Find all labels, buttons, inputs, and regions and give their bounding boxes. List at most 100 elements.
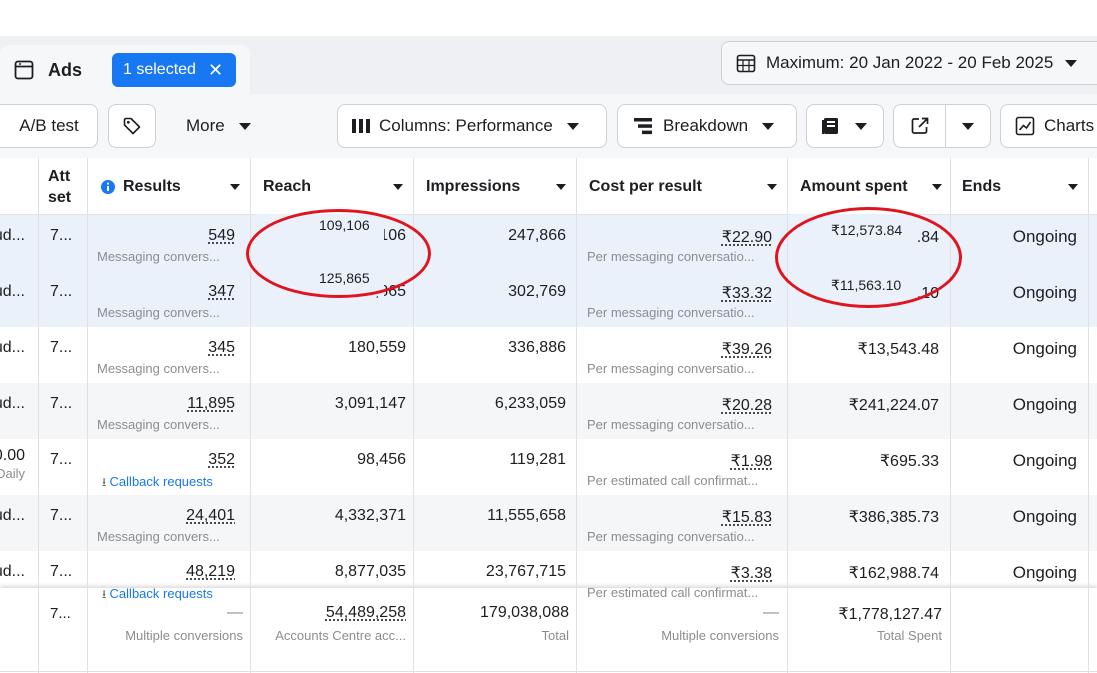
- impressions-value: 336,886: [508, 339, 566, 357]
- results-value[interactable]: 345: [208, 339, 235, 357]
- totals-att: 7...: [50, 605, 71, 622]
- chevron-down-icon: [855, 123, 867, 130]
- row-name-cell[interactable]: ud...: [0, 339, 25, 357]
- charts-label: Charts: [1044, 116, 1094, 136]
- results-sub-label: Messaging convers...: [97, 249, 220, 264]
- row-attribution-cell: 7...: [50, 283, 72, 301]
- reports-icon: [821, 116, 841, 136]
- results-sub-callback[interactable]: ⭳ Callback requests: [102, 473, 213, 494]
- ab-test-label: A/B test: [19, 116, 79, 136]
- row-name-cell[interactable]: ud...: [0, 563, 25, 581]
- reach-highlight-circle: [246, 209, 431, 298]
- results-sub-callback[interactable]: ⭳ Callback requests: [102, 585, 213, 606]
- export-main[interactable]: [894, 105, 946, 147]
- amount-spent-value: ₹13,543.48: [858, 339, 939, 359]
- export-button[interactable]: [893, 104, 991, 148]
- column-header-reach[interactable]: Reach: [251, 158, 413, 215]
- row-attribution-cell: 7...: [50, 339, 72, 357]
- cost-per-result-sub: Per estimated call confirmat...: [587, 473, 758, 488]
- chevron-down-icon: [393, 184, 403, 190]
- divider: [0, 671, 1097, 672]
- columns-button[interactable]: Columns: Performance: [337, 104, 607, 148]
- divider: [1088, 158, 1089, 673]
- cost-per-result-value[interactable]: ₹33.32: [722, 283, 772, 303]
- totals-reach[interactable]: 54,489,258: [326, 604, 406, 622]
- row-attribution-cell: 7...: [50, 563, 72, 581]
- impressions-value: 23,767,715: [486, 563, 566, 581]
- results-sub-label: Messaging convers...: [97, 305, 220, 320]
- column-header-impressions[interactable]: Impressions: [414, 158, 576, 215]
- charts-button[interactable]: Charts: [1000, 104, 1097, 148]
- ends-value: Ongoing: [1013, 507, 1077, 527]
- results-sub-label: Messaging convers...: [97, 361, 220, 376]
- more-button[interactable]: More: [170, 104, 266, 148]
- ends-value: Ongoing: [1013, 395, 1077, 415]
- results-value[interactable]: 11,895: [187, 395, 235, 413]
- cost-per-result-sub: Per messaging conversatio...: [587, 249, 755, 264]
- reach-value: 3,091,147: [335, 395, 406, 413]
- results-value[interactable]: 347: [208, 283, 235, 301]
- more-label: More: [186, 116, 225, 136]
- impressions-value: 6,233,059: [495, 395, 566, 413]
- totals-reach-sub: Accounts Centre acc...: [275, 628, 406, 643]
- tag-button[interactable]: [108, 104, 156, 148]
- totals-impressions-sub: Total: [542, 628, 569, 643]
- chevron-down-icon: [962, 123, 974, 130]
- results-value[interactable]: 352: [208, 451, 235, 469]
- row-name-cell[interactable]: ud...: [0, 395, 25, 413]
- results-sub-label: Messaging convers...: [97, 417, 220, 432]
- results-value[interactable]: 24,401: [186, 507, 235, 525]
- divider: [87, 158, 88, 673]
- column-header-cost[interactable]: Cost per result: [577, 158, 787, 215]
- chevron-down-icon: [239, 123, 251, 130]
- totals-results: —: [227, 604, 243, 622]
- ends-value: Ongoing: [1013, 227, 1077, 247]
- close-icon[interactable]: ✕: [208, 61, 223, 79]
- impressions-value: 119,281: [509, 451, 566, 469]
- reach-value: 98,456: [357, 451, 406, 469]
- breakdown-button[interactable]: Breakdown: [617, 104, 797, 148]
- amount-spent-value: ₹241,224.07: [849, 395, 939, 415]
- cost-per-result-value[interactable]: ₹22.90: [722, 227, 772, 247]
- export-dropdown[interactable]: [946, 123, 990, 130]
- date-range-picker[interactable]: Maximum: 20 Jan 2022 - 20 Feb 2025: [721, 41, 1097, 85]
- row-name-cell[interactable]: ud...: [0, 283, 25, 301]
- chevron-down-icon: [1068, 184, 1078, 190]
- column-reach-label: Reach: [263, 178, 311, 196]
- selection-count-label: 1 selected: [123, 61, 196, 79]
- cost-per-result-sub: Per messaging conversatio...: [587, 417, 755, 432]
- cost-per-result-value[interactable]: ₹20.28: [722, 395, 772, 415]
- column-header-att[interactable]: Att set: [48, 158, 86, 215]
- tab-ads-label[interactable]: Ads: [48, 60, 82, 81]
- breakdown-label: Breakdown: [663, 116, 748, 136]
- tag-icon: [122, 116, 142, 136]
- row-name-cell[interactable]: ud...: [0, 227, 25, 245]
- results-value[interactable]: 549: [208, 227, 235, 245]
- cost-per-result-value[interactable]: ₹15.83: [722, 507, 772, 527]
- amount-spent-value: ₹386,385.73: [849, 507, 939, 527]
- reports-button[interactable]: [806, 104, 884, 148]
- totals-impressions: 179,038,088: [480, 604, 569, 622]
- cost-per-result-value[interactable]: ₹1.98: [731, 451, 772, 471]
- reach-value: 4,332,371: [335, 507, 406, 525]
- column-header-ends[interactable]: Ends: [951, 158, 1088, 215]
- totals-results-sub: Multiple conversions: [125, 628, 243, 643]
- cost-per-result-sub: Per messaging conversatio...: [587, 305, 755, 320]
- chevron-down-icon: [762, 123, 774, 130]
- row-name-cell[interactable]: ud...: [0, 507, 25, 525]
- divider: [0, 214, 1097, 215]
- ends-value: Ongoing: [1013, 563, 1077, 583]
- ab-test-button[interactable]: A/B test: [0, 104, 98, 148]
- divider: [250, 158, 251, 673]
- results-value[interactable]: 48,219: [186, 563, 235, 581]
- column-header-results[interactable]: Results: [88, 158, 250, 215]
- row-name-cell[interactable]: 0.00: [0, 447, 25, 465]
- results-sub-label: Callback requests: [110, 586, 213, 601]
- cost-per-result-value[interactable]: ₹39.26: [722, 339, 772, 359]
- impressions-value: 11,555,658: [487, 507, 566, 525]
- totals-spent: ₹1,778,127.47: [838, 604, 942, 624]
- chevron-down-icon: [230, 184, 240, 190]
- cost-per-result-value[interactable]: ₹3.38: [731, 563, 772, 583]
- table-header: Att set Results Reach Impressions Cost p…: [0, 158, 1097, 215]
- selection-chip[interactable]: 1 selected ✕: [112, 53, 236, 87]
